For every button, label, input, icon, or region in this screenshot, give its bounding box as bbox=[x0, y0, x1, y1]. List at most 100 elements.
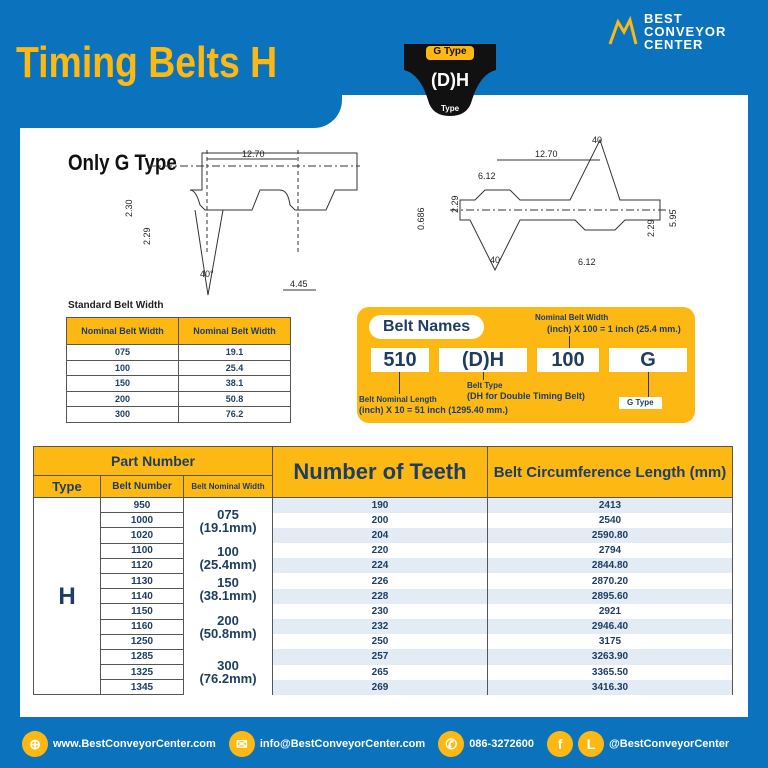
width-mm: (19.1mm) bbox=[199, 519, 257, 535]
belt-number-cell: 1250 bbox=[100, 633, 184, 650]
angle-label: 40° bbox=[200, 269, 214, 279]
std-cell: 38.1 bbox=[178, 375, 291, 392]
teeth-cell: 220 bbox=[272, 543, 488, 559]
nominal-width-header: Belt Nominal Width bbox=[183, 475, 273, 498]
belt-names-panel: Belt Names Nominal Belt Width (inch) X 1… bbox=[357, 307, 695, 423]
length-cell: 2870.20 bbox=[487, 573, 733, 589]
tooth-height-bottom: 2.29 bbox=[646, 219, 656, 237]
std-cell: 300 bbox=[66, 406, 179, 423]
teeth-cell: 257 bbox=[272, 649, 488, 665]
tooth-width-label: 4.45 bbox=[290, 279, 308, 289]
length-cell: 2540 bbox=[487, 512, 733, 528]
std-cell: 075 bbox=[66, 344, 179, 361]
length-cell: 2844.80 bbox=[487, 558, 733, 574]
length-cell: 2413 bbox=[487, 497, 733, 513]
length-cell: 3365.50 bbox=[487, 664, 733, 680]
code-series: G bbox=[609, 348, 687, 372]
double-belt-diagram: 12.70 6.12 6.12 40 40 2.29 2.29 0.686 5.… bbox=[416, 135, 678, 272]
table-row: 1250 250 3175 bbox=[34, 633, 733, 650]
std-cell: 19.1 bbox=[178, 344, 291, 361]
width-value: 075 bbox=[217, 506, 239, 522]
std-cell: 200 bbox=[66, 390, 179, 407]
std-row: 300 76.2 bbox=[66, 406, 291, 423]
std-cell: 50.8 bbox=[178, 390, 291, 407]
table-row: 1345 269 3416.30 bbox=[34, 679, 733, 696]
std-cell: 100 bbox=[66, 359, 179, 376]
teeth-cell: 265 bbox=[272, 664, 488, 680]
website-link[interactable]: www.BestConveyorCenter.com bbox=[53, 738, 216, 750]
belt-number-cell: 950 bbox=[100, 496, 184, 514]
length-note: (inch) X 10 = 51 inch (1295.40 mm.) bbox=[359, 405, 508, 415]
height-label: 2.30 bbox=[124, 199, 134, 217]
standard-width-table: Nominal Belt Width Nominal Belt Width 075… bbox=[66, 317, 291, 423]
length-cell: 2946.40 bbox=[487, 619, 733, 635]
belt-table: Part Number Number of Teeth Belt Circumf… bbox=[33, 446, 733, 696]
pitch-label: 12.70 bbox=[242, 149, 265, 159]
std-cell: 76.2 bbox=[178, 406, 291, 423]
teeth-header: Number of Teeth bbox=[272, 446, 488, 498]
table-row: H 950 075 (19.1mm) 190 2413 bbox=[33, 496, 733, 696]
length-cell: 2921 bbox=[487, 603, 733, 619]
length-note-title: Belt Nominal Length bbox=[359, 395, 437, 404]
std-cell: 150 bbox=[66, 375, 179, 392]
belt-number-cell: 1285 bbox=[100, 648, 184, 666]
belt-number-cell: 1140 bbox=[100, 588, 184, 605]
nominal-width-cell: 100 (25.4mm) bbox=[183, 543, 273, 574]
width-note-title: Nominal Belt Width bbox=[535, 313, 609, 322]
length-cell: 2590.80 bbox=[487, 527, 733, 544]
table-row: 1130 150 (38.1mm) 226 2870.20 bbox=[34, 572, 733, 604]
email-link[interactable]: info@BestConveyorCenter.com bbox=[259, 738, 426, 750]
diagram-heading: Only G Type bbox=[68, 150, 177, 175]
width-mm: (76.2mm) bbox=[199, 671, 257, 687]
logo: BEST CONVEYOR CENTER bbox=[606, 12, 726, 51]
width-value: 150 bbox=[217, 574, 239, 590]
type-note: (DH for Double Timing Belt) bbox=[467, 391, 585, 401]
logo-icon bbox=[608, 15, 638, 45]
std-row: 100 25.4 bbox=[66, 359, 291, 376]
phone-number[interactable]: 086-3272600 bbox=[469, 738, 535, 750]
table-row: 1020 204 2590.80 bbox=[34, 527, 733, 544]
tooth-width-bottom: 6.12 bbox=[578, 257, 596, 267]
badge-top: G Type bbox=[433, 46, 467, 57]
type-header: Type bbox=[33, 475, 101, 498]
page-title: Timing Belts H bbox=[16, 38, 278, 87]
nominal-width-cell: 300 (76.2mm) bbox=[183, 649, 273, 695]
title-panel: Timing Belts H bbox=[0, 0, 342, 128]
std-row: 200 50.8 bbox=[66, 390, 291, 407]
phone-icon: ✆ bbox=[438, 731, 465, 757]
col-header: Nominal Belt Width bbox=[66, 317, 179, 345]
table-row: 1325 265 3365.50 bbox=[34, 664, 733, 681]
belt-number-cell: 1345 bbox=[100, 679, 184, 696]
nominal-width-cell: 150 (38.1mm) bbox=[183, 573, 273, 604]
nominal-width-cell: 075 (19.1mm) bbox=[183, 497, 273, 544]
badge-bottom: Type bbox=[440, 104, 460, 113]
width-mm: (38.1mm) bbox=[199, 587, 257, 603]
type-cell: H bbox=[33, 496, 101, 696]
globe-icon: ⊕ bbox=[22, 731, 48, 757]
length-cell: 3416.30 bbox=[487, 679, 733, 695]
length-cell: 3263.90 bbox=[487, 649, 733, 665]
logo-line: CONVEYOR bbox=[644, 24, 727, 39]
facebook-icon[interactable]: f bbox=[547, 731, 574, 757]
width-value: 300 bbox=[217, 658, 239, 674]
teeth-cell: 190 bbox=[272, 497, 488, 513]
width-value: 200 bbox=[217, 612, 239, 628]
badge-main: (D)H bbox=[431, 70, 469, 90]
table-row: 1160 232 2946.40 bbox=[34, 618, 733, 635]
width-mm: (25.4mm) bbox=[199, 557, 257, 573]
line-icon[interactable]: L bbox=[578, 731, 605, 757]
teeth-cell: 204 bbox=[272, 527, 488, 544]
logo-line: CENTER bbox=[644, 37, 704, 52]
length-cell: 2794 bbox=[487, 543, 733, 559]
belt-number-header: Belt Number bbox=[100, 475, 184, 498]
table-row: 1000 200 2540 bbox=[34, 512, 733, 529]
belt-number-cell: 1325 bbox=[100, 664, 184, 681]
angle-bottom: 40 bbox=[490, 255, 500, 265]
total-label: 5.95 bbox=[668, 209, 678, 227]
std-cell: 25.4 bbox=[178, 359, 291, 376]
table-row: 1140 228 2895.60 bbox=[34, 588, 733, 605]
angle-top: 40 bbox=[592, 135, 602, 145]
belt-names-title: Belt Names bbox=[369, 315, 485, 339]
social-handle[interactable]: @BestConveyorCenter bbox=[609, 738, 730, 750]
belt-number-cell: 1160 bbox=[100, 618, 184, 635]
